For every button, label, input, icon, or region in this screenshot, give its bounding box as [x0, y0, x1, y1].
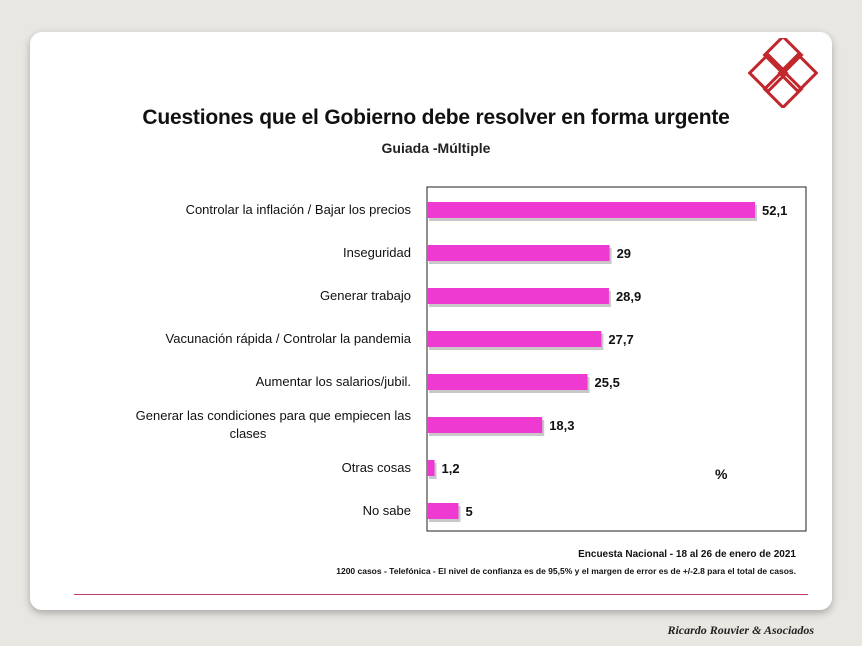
- survey-note: Encuesta Nacional - 18 al 26 de enero de…: [578, 549, 796, 560]
- data-label: 52,1: [762, 203, 787, 218]
- logo-icon: [748, 38, 818, 108]
- data-label: 28,9: [616, 289, 641, 304]
- bar: [427, 331, 602, 347]
- data-label: 1,2: [442, 461, 460, 476]
- chart-title: Cuestiones que el Gobierno debe resolver…: [142, 106, 730, 129]
- bar: [427, 417, 543, 433]
- bar: [427, 288, 609, 304]
- category-label: No sabe: [363, 503, 411, 518]
- category-label: Otras cosas: [342, 460, 412, 475]
- bar: [427, 245, 610, 261]
- footer-divider: [74, 594, 808, 595]
- data-label: 25,5: [595, 375, 620, 390]
- bar: [427, 202, 755, 218]
- unit-label: %: [715, 466, 728, 482]
- data-label: 5: [465, 504, 472, 519]
- brand-signature: Ricardo Rouvier & Asociados: [667, 623, 814, 637]
- method-note: 1200 casos - Telefónica - El nivel de co…: [336, 566, 796, 576]
- data-label: 27,7: [608, 332, 633, 347]
- bar: [427, 460, 435, 476]
- plot-frame: [426, 186, 807, 532]
- category-label: Generar trabajo: [320, 288, 411, 303]
- bar: [427, 503, 459, 519]
- category-label: Aumentar los salarios/jubil.: [256, 374, 411, 389]
- category-label: Inseguridad: [343, 245, 411, 260]
- category-label: Vacunación rápida / Controlar la pandemi…: [166, 331, 412, 346]
- data-label: 18,3: [549, 418, 574, 433]
- data-label: 29: [617, 246, 631, 261]
- category-label: Controlar la inflación / Bajar los preci…: [186, 202, 412, 217]
- category-label: Generar las condiciones para que empiece…: [136, 408, 412, 441]
- chart-subtitle: Guiada -Múltiple: [381, 140, 491, 156]
- bar: [427, 374, 588, 390]
